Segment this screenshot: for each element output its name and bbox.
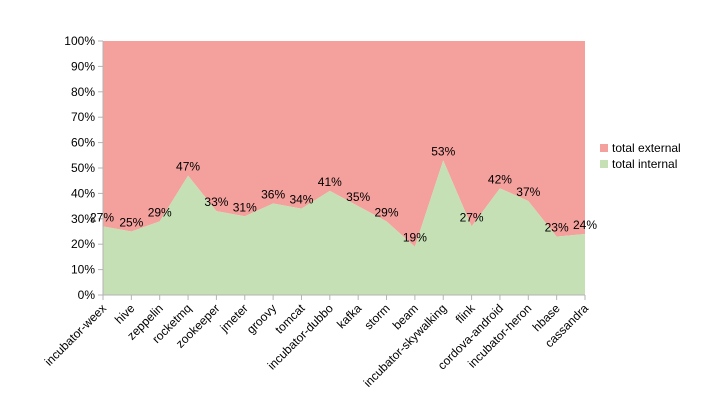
- data-label: 29%: [375, 205, 399, 219]
- y-tick-label: 50%: [71, 161, 95, 175]
- data-label: 36%: [261, 188, 285, 202]
- y-tick-label: 20%: [71, 237, 95, 251]
- y-tick-label: 100%: [64, 34, 95, 48]
- data-label: 34%: [289, 193, 313, 207]
- y-tick-label: 10%: [71, 263, 95, 277]
- legend-swatch: [600, 144, 608, 152]
- data-label: 23%: [545, 221, 569, 235]
- y-tick-label: 40%: [71, 186, 95, 200]
- y-tick-label: 0%: [78, 288, 96, 302]
- area-total-external: [103, 41, 585, 247]
- data-label: 37%: [516, 185, 540, 199]
- legend-label: total external: [612, 141, 681, 155]
- area-total-internal: [103, 160, 585, 295]
- data-label: 24%: [573, 218, 597, 232]
- y-tick-label: 60%: [71, 136, 95, 150]
- data-label: 25%: [119, 216, 143, 230]
- data-label: 33%: [204, 195, 228, 209]
- legend-swatch: [600, 160, 608, 168]
- data-label: 29%: [148, 205, 172, 219]
- data-label: 27%: [90, 210, 114, 224]
- y-tick-label: 70%: [71, 110, 95, 124]
- data-label: 19%: [403, 231, 427, 245]
- data-label: 42%: [488, 172, 512, 186]
- y-tick-label: 30%: [71, 212, 95, 226]
- x-tick-label: kafka: [334, 301, 364, 331]
- data-label: 47%: [176, 160, 200, 174]
- y-tick-label: 90%: [71, 59, 95, 73]
- x-tick-label: incubator-weex: [42, 301, 109, 368]
- x-tick-label: groovy: [244, 301, 279, 336]
- data-label: 53%: [431, 144, 455, 158]
- data-label: 27%: [460, 210, 484, 224]
- x-tick-label: storm: [362, 301, 393, 332]
- data-label: 31%: [233, 200, 257, 214]
- legend-label: total internal: [612, 157, 677, 171]
- y-tick-label: 80%: [71, 85, 95, 99]
- x-tick-label: jmeter: [217, 301, 251, 335]
- data-label: 41%: [318, 175, 342, 189]
- data-label: 35%: [346, 190, 370, 204]
